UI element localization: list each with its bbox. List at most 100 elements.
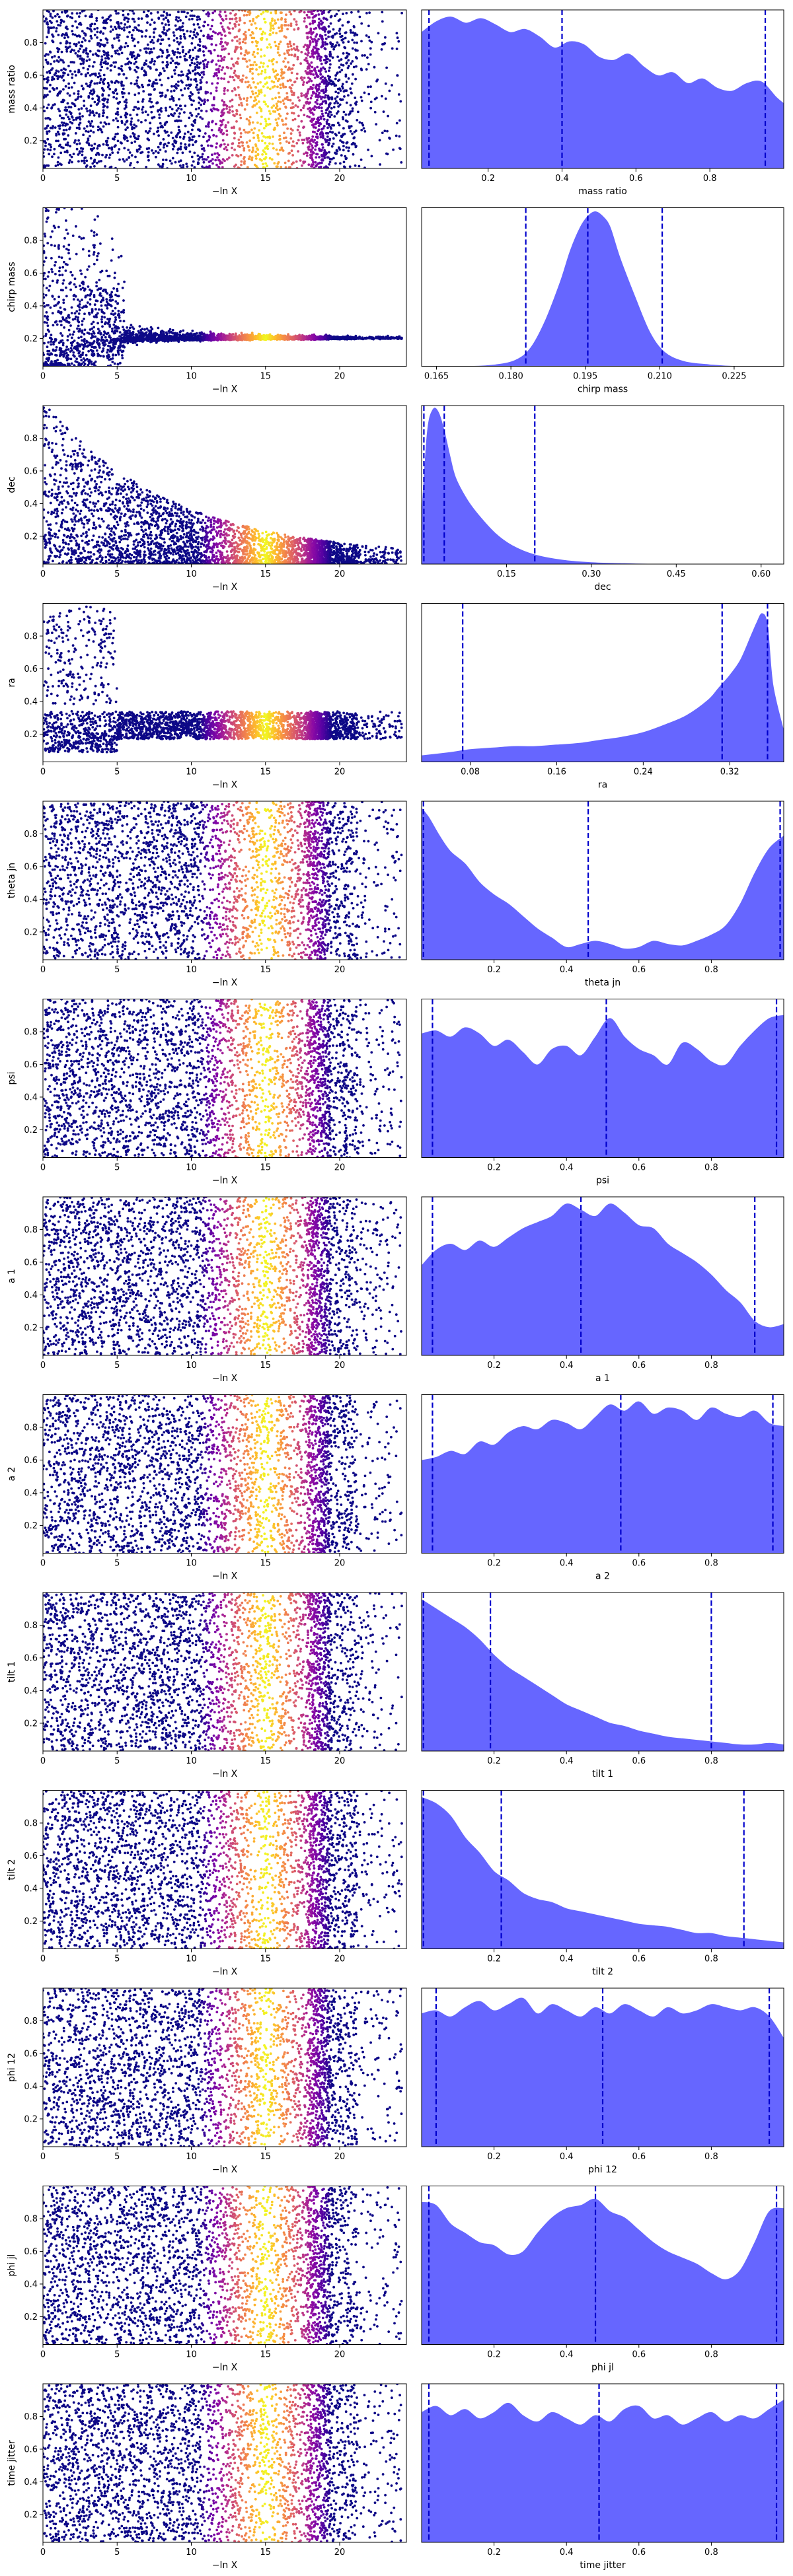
trace-point bbox=[169, 328, 172, 331]
trace-point bbox=[310, 79, 313, 83]
trace-point bbox=[98, 42, 100, 45]
trace-point bbox=[114, 117, 118, 120]
trace-point bbox=[70, 336, 73, 340]
trace-point bbox=[61, 33, 64, 36]
trace-point bbox=[136, 107, 139, 110]
trace-point bbox=[94, 52, 97, 55]
trace-point bbox=[117, 52, 120, 55]
trace-point bbox=[65, 149, 69, 153]
trace-point bbox=[184, 124, 187, 127]
trace-point bbox=[272, 135, 274, 138]
trace-point bbox=[395, 48, 398, 50]
trace-point bbox=[91, 363, 93, 366]
trace-point bbox=[215, 108, 219, 111]
trace-point bbox=[147, 159, 150, 162]
trace-point bbox=[329, 41, 332, 44]
trace-point bbox=[271, 142, 274, 145]
trace-point bbox=[361, 54, 364, 57]
trace-point bbox=[62, 79, 65, 82]
trace-point bbox=[277, 91, 280, 94]
trace-point bbox=[348, 53, 351, 55]
trace-point bbox=[298, 131, 301, 134]
trace-point bbox=[202, 10, 205, 12]
trace-point bbox=[67, 161, 71, 164]
trace-point bbox=[224, 47, 227, 50]
trace-point bbox=[56, 87, 59, 90]
trace-point bbox=[200, 155, 204, 159]
trace-point bbox=[334, 84, 338, 87]
trace-point bbox=[204, 46, 208, 50]
trace-point bbox=[264, 153, 268, 156]
trace-point bbox=[106, 351, 109, 354]
trace-point bbox=[192, 160, 195, 163]
trace-point bbox=[69, 112, 73, 116]
trace-point bbox=[202, 45, 205, 48]
trace-point bbox=[377, 32, 380, 35]
trace-point bbox=[49, 126, 52, 129]
trace-point bbox=[69, 333, 71, 336]
trace-point bbox=[264, 162, 267, 165]
trace-point bbox=[202, 24, 205, 28]
trace-point bbox=[317, 52, 320, 55]
trace-point bbox=[172, 145, 176, 148]
trace-point bbox=[67, 328, 71, 332]
trace-point bbox=[141, 108, 144, 111]
trace-point bbox=[51, 270, 54, 273]
trace-point bbox=[71, 76, 73, 79]
trace-point bbox=[170, 75, 174, 79]
trace-point bbox=[311, 52, 314, 55]
trace-point bbox=[341, 24, 344, 27]
trace-point bbox=[129, 135, 132, 138]
trace-point bbox=[320, 97, 323, 100]
x-tick-label: 0.4 bbox=[555, 174, 569, 184]
trace-point bbox=[351, 47, 354, 50]
trace-point bbox=[315, 35, 317, 38]
trace-point bbox=[114, 112, 118, 116]
trace-point bbox=[355, 145, 358, 148]
trace-point bbox=[206, 91, 209, 94]
trace-point bbox=[295, 46, 299, 48]
trace-point bbox=[260, 90, 263, 94]
trace-point bbox=[358, 121, 361, 124]
trace-point bbox=[49, 143, 52, 147]
trace-point bbox=[319, 19, 322, 22]
trace-point bbox=[359, 96, 363, 99]
trace-point bbox=[306, 45, 309, 48]
trace-point bbox=[368, 39, 371, 42]
trace-point bbox=[74, 52, 77, 55]
trace-point bbox=[309, 77, 312, 81]
trace-point bbox=[115, 80, 118, 83]
trace-point bbox=[78, 235, 81, 238]
trace-point bbox=[274, 40, 277, 44]
trace-point bbox=[126, 126, 129, 129]
trace-point bbox=[70, 86, 73, 89]
trace-point bbox=[280, 68, 283, 71]
trace-point bbox=[176, 151, 179, 155]
trace-point bbox=[250, 158, 253, 161]
trace-point bbox=[353, 34, 356, 37]
trace-point bbox=[313, 166, 316, 168]
trace-point bbox=[75, 310, 79, 313]
trace-point bbox=[264, 156, 268, 159]
trace-point bbox=[79, 62, 83, 65]
y-tick-label: 0.6 bbox=[24, 71, 38, 81]
trace-point bbox=[223, 92, 226, 95]
trace-point bbox=[209, 28, 212, 30]
trace-point bbox=[200, 71, 203, 74]
trace-point bbox=[80, 73, 83, 76]
trace-point bbox=[248, 59, 251, 62]
trace-point bbox=[100, 65, 104, 69]
trace-point bbox=[61, 273, 64, 277]
trace-point bbox=[227, 81, 230, 84]
trace-point bbox=[198, 26, 201, 29]
trace-point bbox=[120, 52, 124, 55]
trace-point bbox=[96, 49, 100, 52]
trace-point bbox=[89, 147, 93, 151]
trace-point bbox=[176, 20, 180, 22]
trace-point bbox=[241, 144, 244, 147]
trace-point bbox=[77, 108, 81, 111]
trace-point bbox=[328, 50, 332, 54]
trace-point bbox=[161, 52, 165, 54]
trace-point bbox=[293, 47, 295, 50]
trace-point bbox=[292, 43, 295, 46]
